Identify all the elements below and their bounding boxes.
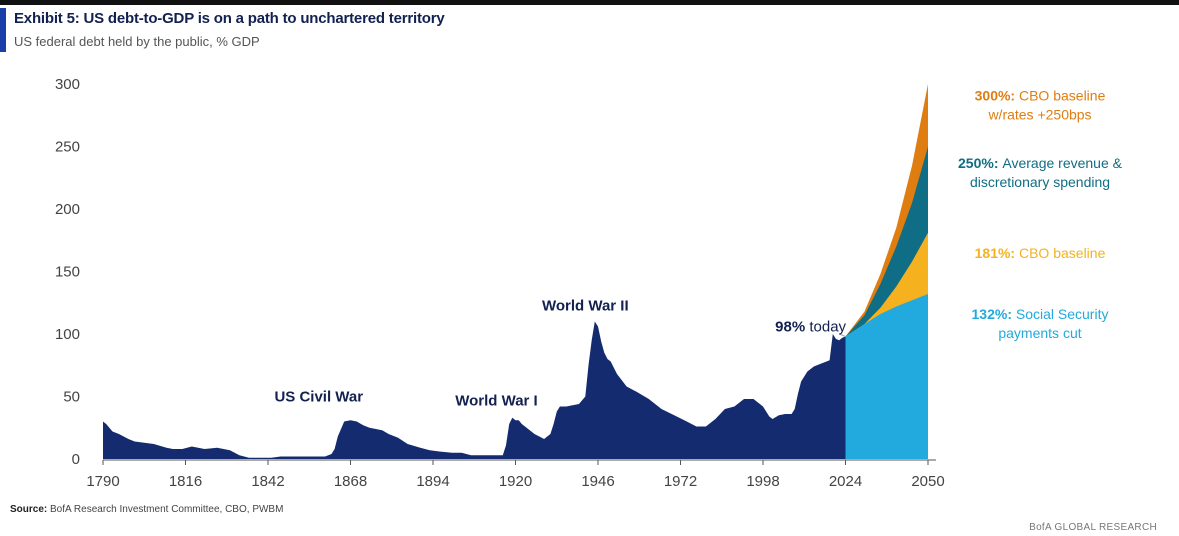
y-tick-label: 300: [55, 76, 80, 93]
x-tick-label: 1868: [334, 473, 367, 490]
annotation-300: 300%: CBO baseline w/rates +250bps: [975, 87, 1106, 122]
y-tick-label: 100: [55, 326, 80, 343]
x-tick-label: 1946: [581, 473, 614, 490]
x-tick-label: 1894: [416, 473, 449, 490]
source-text: BofA Research Investment Committee, CBO,…: [50, 504, 284, 515]
projection-ss-cut-area: [845, 294, 928, 459]
x-tick-label: 1998: [746, 473, 779, 490]
world-war-ii-label: World War II: [542, 297, 629, 314]
y-tick-label: 250: [55, 139, 80, 156]
x-tick-label: 2050: [911, 473, 944, 490]
x-tick-label: 1816: [169, 473, 202, 490]
annotation-181: 181%: CBO baseline: [975, 245, 1106, 261]
y-tick-label: 150: [55, 264, 80, 281]
x-tick-label: 1790: [86, 473, 119, 490]
y-tick-label: 200: [55, 201, 80, 218]
y-tick-label: 50: [63, 389, 80, 406]
y-tick-label: 0: [72, 451, 80, 468]
x-tick-label: 1842: [251, 473, 284, 490]
header-accent-bar: [0, 8, 6, 52]
source-note: Source: BofA Research Investment Committ…: [10, 504, 283, 515]
annotation-132: 132%: Social Security payments cut: [972, 306, 1109, 341]
chart-subtitle: US federal debt held by the public, % GD…: [14, 34, 260, 49]
annotation-250: 250%: Average revenue & discretionary spe…: [958, 155, 1123, 190]
historical-debt-area: [103, 321, 846, 459]
today-marker-line: [839, 333, 846, 337]
top-rule: [0, 0, 1179, 5]
x-tick-label: 1920: [499, 473, 532, 490]
publisher-credit: BofA GLOBAL RESEARCH: [1029, 522, 1157, 533]
today-label: 98% today: [775, 319, 846, 336]
x-tick-label: 1972: [664, 473, 697, 490]
world-war-i-label: World War I: [455, 392, 538, 409]
civil-war-label: US Civil War: [274, 389, 363, 406]
chart-title: Exhibit 5: US debt-to-GDP is on a path t…: [14, 10, 445, 27]
source-label: Source:: [10, 504, 48, 515]
x-tick-label: 2024: [829, 473, 862, 490]
